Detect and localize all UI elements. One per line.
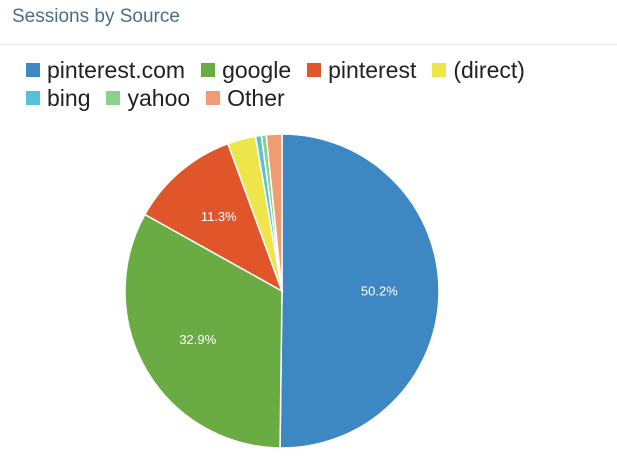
legend-label: pinterest.com <box>47 56 186 83</box>
pie-slice-pinterest[interactable] <box>143 142 284 293</box>
slice-label-pinterest-com: 50.2% <box>361 284 398 299</box>
legend-item-pinterest-com[interactable]: pinterest.com <box>26 57 185 84</box>
slice-label-google: 32.9% <box>179 332 216 347</box>
legend-label: Other <box>227 84 285 111</box>
legend-label: google <box>222 56 292 83</box>
legend-label: pinterest <box>328 56 417 83</box>
legend-label: bing <box>47 84 91 111</box>
legend-item-direct[interactable]: (direct) <box>432 57 525 84</box>
legend-row-2: bing yahoo Other <box>26 84 611 112</box>
legend-swatch <box>26 91 40 105</box>
pie-slice-pinterest-com[interactable] <box>279 133 440 449</box>
legend-item-pinterest[interactable]: pinterest <box>307 57 416 84</box>
legend-label: yahoo <box>127 84 191 111</box>
legend-label: (direct) <box>453 56 525 83</box>
slice-label-pinterest: 11.3% <box>201 209 237 224</box>
legend-item-bing[interactable]: bing <box>26 85 90 112</box>
legend-swatch <box>201 63 216 77</box>
legend-swatch <box>432 63 447 77</box>
legend-swatch <box>106 91 121 105</box>
title-divider <box>0 44 617 45</box>
legend-item-yahoo[interactable]: yahoo <box>106 85 190 112</box>
legend-item-other[interactable]: Other <box>206 85 285 112</box>
legend-row-1: pinterest.com google pinterest (direct) <box>26 56 611 84</box>
chart-legend: pinterest.com google pinterest (direct) … <box>26 56 611 112</box>
legend-item-google[interactable]: google <box>201 57 291 84</box>
legend-swatch <box>307 63 322 77</box>
pie-slice-google[interactable] <box>124 213 283 449</box>
legend-swatch <box>26 63 40 77</box>
legend-swatch <box>206 91 221 105</box>
chart-title: Sessions by Source <box>12 6 180 27</box>
pie-slice-other[interactable] <box>265 133 283 292</box>
